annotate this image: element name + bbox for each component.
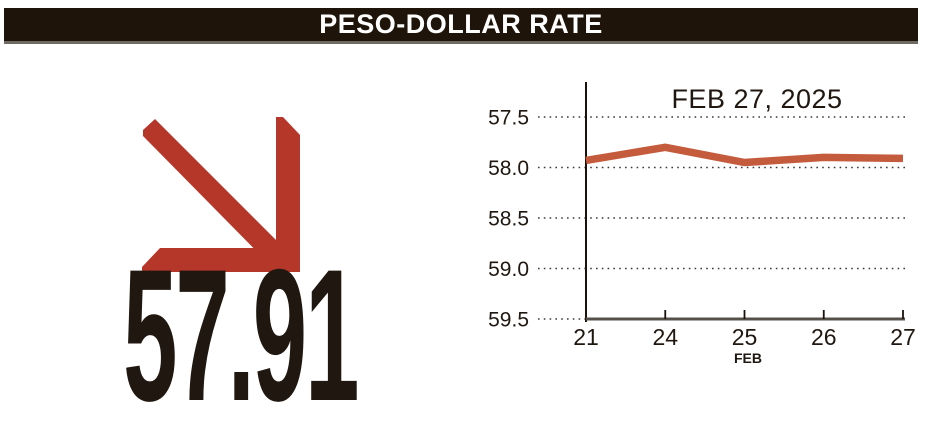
- x-tick-label: 26: [811, 324, 837, 350]
- down-arrow-svg: [142, 117, 300, 272]
- y-tick-label: 57.5: [488, 107, 529, 130]
- y-tick-label: 58.5: [488, 208, 529, 231]
- x-tick-label: 21: [573, 324, 599, 350]
- down-arrow-icon: [142, 117, 302, 273]
- page-title: PESO-DOLLAR RATE: [319, 9, 603, 39]
- rate-value-wrap: 57.91: [0, 241, 480, 429]
- x-tick-label: 27: [890, 324, 916, 350]
- chart-title: FEB 27, 2025: [671, 84, 842, 114]
- rate-chart: 57.5 58.0 58.5 59.0 59.5 21 24 25 26 27 FEB FEB 27,…: [470, 60, 927, 375]
- summary-panel: 57.91: [0, 45, 465, 429]
- arrow-shaft: [143, 119, 297, 272]
- rate-chart-svg: 57.5 58.0 58.5 59.0 59.5 21 24 25 26 27 FEB FEB 27,…: [488, 82, 916, 366]
- header-bar: PESO-DOLLAR RATE: [4, 8, 918, 44]
- rate-line: [585, 143, 904, 167]
- arrow-head-horizontal: [142, 248, 300, 272]
- x-tick-label: 25: [732, 324, 758, 350]
- arrow-head-vertical: [276, 117, 300, 272]
- y-tick-label: 58.0: [488, 157, 529, 180]
- rate-value: 57.91: [122, 230, 359, 440]
- x-tick-label: 24: [652, 324, 678, 350]
- x-axis-label: FEB: [734, 350, 762, 366]
- y-tick-label: 59.0: [488, 258, 529, 281]
- y-tick-label: 59.5: [488, 309, 529, 332]
